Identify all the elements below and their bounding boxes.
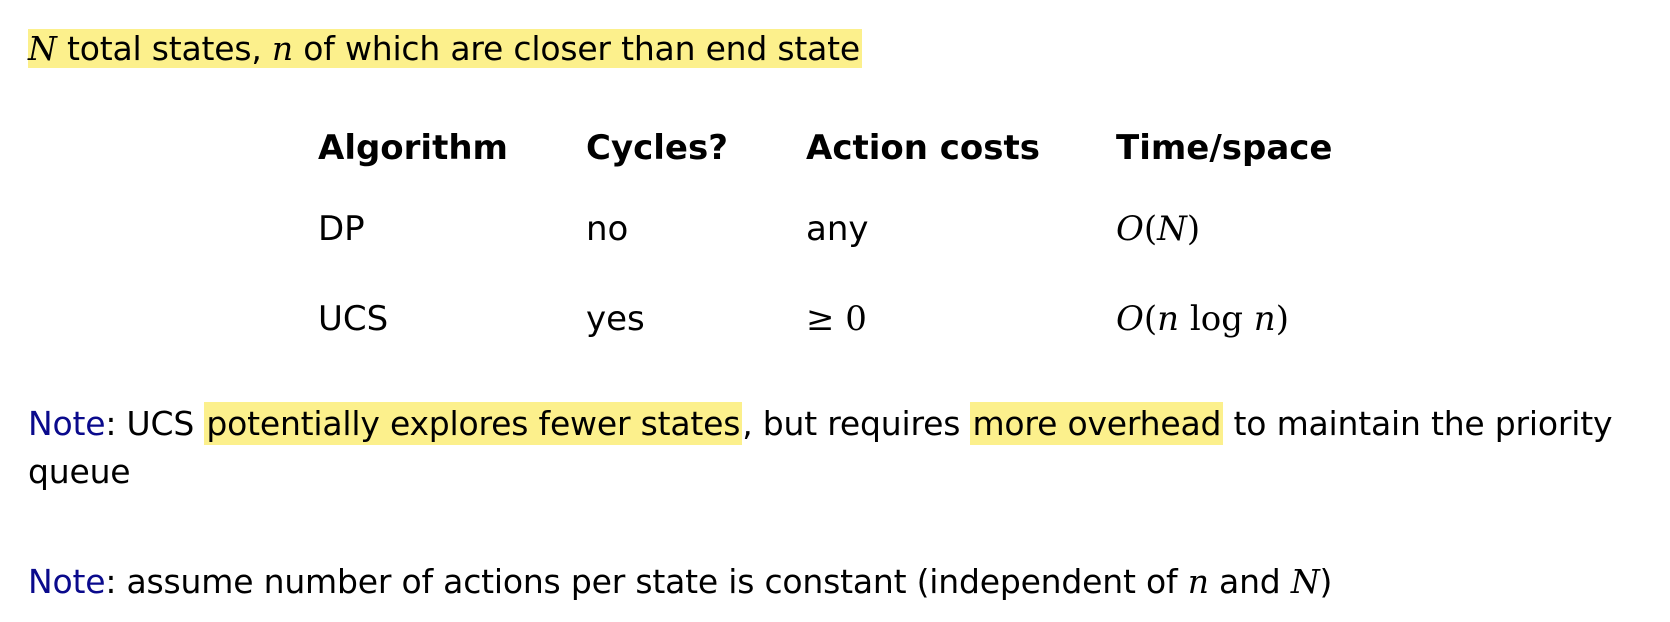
table-row-ucs: UCS yes ≥ 0 O(n log n) [318, 274, 1416, 364]
header-action-costs: Action costs [806, 128, 1041, 168]
paren-close: ) [1186, 209, 1201, 249]
big-o: O [1116, 299, 1144, 339]
var-N: N [1157, 209, 1187, 249]
note-text: ) [1319, 562, 1333, 601]
var-n: n [1157, 299, 1180, 339]
header-algorithm: Algorithm [318, 128, 508, 168]
cell-costs: ≥ 0 [806, 274, 1116, 364]
var-N: N [1290, 562, 1320, 601]
note-text: : assume number of actions per state is … [105, 562, 1188, 601]
cell-complexity: O(N) [1116, 184, 1416, 274]
note-overhead: Note: UCS potentially explores fewer sta… [28, 400, 1658, 496]
big-o: O [1116, 209, 1144, 249]
algorithm-comparison-table: Algorithm Cycles? Action costs Time/spac… [318, 112, 1416, 364]
paren-open: ( [1143, 209, 1158, 249]
header-cycles: Cycles? [586, 128, 728, 168]
note-text: , but requires [742, 404, 971, 443]
table-header-row: Algorithm Cycles? Action costs Time/spac… [318, 112, 1416, 184]
paren-close: ) [1275, 299, 1289, 339]
note-text: and [1208, 562, 1291, 601]
note-label: Note [28, 562, 106, 601]
cell-complexity: O(n log n) [1116, 274, 1416, 364]
var-n: n [1253, 299, 1276, 339]
note-text: : UCS [105, 404, 205, 443]
var-n: n [271, 29, 293, 68]
cell-algorithm: DP [318, 209, 365, 249]
var-N: N [28, 29, 57, 68]
header-time-space: Time/space [1116, 128, 1333, 168]
highlight-more-overhead: more overhead [970, 402, 1224, 445]
highlight-fewer-states: potentially explores fewer states [204, 402, 743, 445]
paren-open: ( [1143, 299, 1158, 339]
cell-costs: any [806, 209, 869, 249]
cell-cycles: yes [586, 299, 645, 339]
intro-text-2: of which are closer than end state [292, 29, 861, 68]
table-row-dp: DP no any O(N) [318, 184, 1416, 274]
cell-cycles: no [586, 209, 629, 249]
log-operator: log [1179, 299, 1254, 339]
intro-text-1: total states, [56, 29, 272, 68]
cell-algorithm: UCS [318, 299, 389, 339]
geq-zero: ≥ 0 [806, 299, 867, 339]
var-n: n [1187, 562, 1209, 601]
note-actions-constant: Note: assume number of actions per state… [28, 558, 1332, 606]
intro-highlight: N total states, n of which are closer th… [28, 29, 863, 68]
note-label: Note [28, 404, 106, 443]
intro-line: N total states, n of which are closer th… [28, 26, 863, 72]
note-text: to maintain the priority queue [28, 404, 1613, 491]
